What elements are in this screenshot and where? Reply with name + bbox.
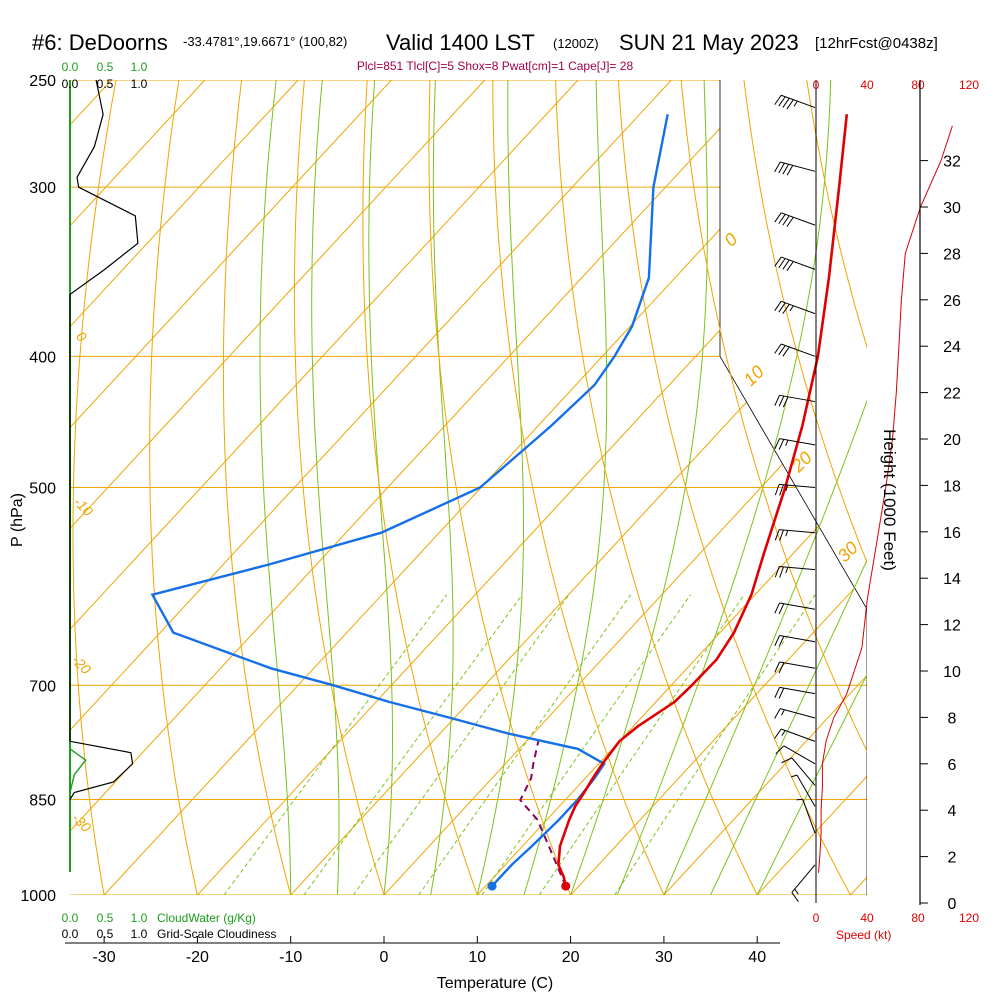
cloudwater-scale-tick: 1.0 (131, 911, 148, 925)
height-tick-label: 4 (948, 803, 957, 820)
height-tick-label: 24 (943, 339, 961, 356)
height-tick-label: 10 (943, 664, 961, 681)
speed-tick-top: 120 (959, 78, 979, 92)
y-axis-label: P (hPa) (9, 493, 26, 547)
pressure-tick-label: 250 (29, 73, 56, 90)
temperature-tick-label: 20 (562, 949, 580, 966)
height-tick-label: 12 (943, 618, 961, 635)
cloudwater-scale-tick: 0.5 (97, 911, 114, 925)
cloudiness-scale-tick: 0.0 (62, 77, 79, 91)
height-tick-label: 16 (943, 525, 961, 542)
speed-tick-top: 80 (911, 78, 925, 92)
height-tick-label: 8 (948, 710, 957, 727)
temperature-tick-label: -20 (186, 949, 209, 966)
cloudiness-scale-tick: 0.0 (62, 927, 79, 941)
speed-axis-label: Speed (kt) (836, 928, 891, 942)
cloudiness-scale-tick: 0.5 (97, 927, 114, 941)
pressure-tick-label: 850 (29, 792, 56, 809)
surface-temp-dot (561, 882, 570, 891)
speed-tick-top: 0 (813, 78, 820, 92)
cloudwater-scale-tick: 0.0 (62, 911, 79, 925)
height-tick-label: 0 (948, 896, 957, 913)
speed-tick-top: 40 (860, 78, 874, 92)
height-tick-label: 26 (943, 293, 961, 310)
temperature-tick-label: -30 (93, 949, 116, 966)
pressure-tick-label: 1000 (20, 888, 56, 905)
cloudiness-label: Grid-Scale Cloudiness (157, 927, 276, 941)
station-coords: -33.4781°,19.6671° (100,82) (183, 34, 347, 49)
temperature-tick-label: 30 (655, 949, 673, 966)
cloudwater-scale-tick: 0.0 (62, 60, 79, 74)
temperature-tick-label: 40 (748, 949, 766, 966)
speed-tick-bottom: 120 (959, 911, 979, 925)
pressure-tick-label: 500 (29, 481, 56, 498)
speed-tick-bottom: 40 (860, 911, 874, 925)
temperature-tick-label: 0 (380, 949, 389, 966)
cloudiness-scale-tick: 0.5 (97, 77, 114, 91)
valid-time: Valid 1400 LST (386, 30, 535, 55)
temperature-tick-label: -10 (279, 949, 302, 966)
height-tick-label: 2 (948, 850, 957, 867)
height-tick-label: 6 (948, 757, 957, 774)
utc-time: (1200Z) (553, 36, 599, 51)
x-axis-label: Temperature (C) (437, 975, 553, 992)
pressure-tick-label: 300 (29, 180, 56, 197)
temperature-tick-label: 10 (468, 949, 486, 966)
height-tick-label: 14 (943, 571, 961, 588)
wind-barb-feather (797, 799, 803, 800)
cloudwater-scale-tick: 1.0 (131, 60, 148, 74)
pressure-tick-label: 400 (29, 349, 56, 366)
height-tick-label: 28 (943, 246, 961, 263)
params-line: Plcl=851 Tlcl[C]=5 Shox=8 Pwat[cm]=1 Cap… (357, 59, 634, 73)
height-tick-label: 22 (943, 386, 961, 403)
cloudwater-label: CloudWater (g/Kg) (157, 911, 256, 925)
surface-dewpoint-dot (488, 882, 497, 891)
cloudiness-scale-tick: 1.0 (131, 77, 148, 91)
forecast-tag: [12hrFcst@0438z] (815, 35, 938, 52)
height-axis-label: Height (1000 Feet) (880, 429, 899, 571)
height-tick-label: 20 (943, 432, 961, 449)
cloudiness-scale-tick: 1.0 (131, 927, 148, 941)
speed-tick-bottom: 80 (911, 911, 925, 925)
height-tick-label: 32 (943, 154, 961, 171)
valid-date: SUN 21 May 2023 (619, 30, 799, 55)
station-title: #6: DeDoorns (32, 30, 168, 55)
cloudwater-scale-tick: 0.5 (97, 60, 114, 74)
speed-tick-bottom: 0 (813, 911, 820, 925)
height-tick-label: 30 (943, 200, 961, 217)
pressure-tick-label: 700 (29, 678, 56, 695)
height-tick-label: 18 (943, 478, 961, 495)
